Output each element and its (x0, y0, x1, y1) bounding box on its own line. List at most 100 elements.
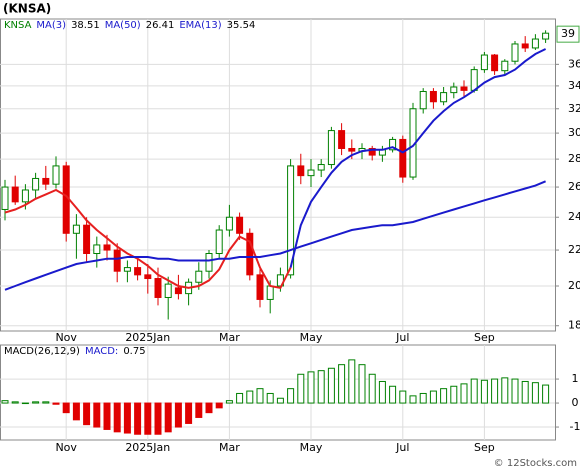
macd-bar (480, 379, 488, 404)
macd-bar (42, 401, 50, 404)
macd-bar (21, 402, 29, 405)
y-tick-label: 30 (568, 126, 580, 139)
macd-bar (501, 377, 509, 404)
y-tick-label: 26 (568, 180, 580, 193)
candle-body (225, 216, 233, 231)
candle-body (501, 60, 509, 72)
x-tick-label: Mar (219, 331, 240, 344)
macd-bar (368, 373, 376, 404)
candle-body (256, 274, 264, 300)
legend-text: MACD(26,12,9) (4, 346, 80, 357)
macd-bar (358, 364, 366, 404)
y-tick-label: 0 (572, 396, 579, 409)
y-tick-label: 18 (568, 319, 580, 332)
macd-bar (338, 364, 346, 404)
macd-bar (389, 385, 397, 404)
candle-body (103, 244, 111, 251)
candle-body (429, 90, 437, 103)
chart-title: (KNSA) (3, 2, 51, 16)
candle-body (195, 270, 203, 283)
candle-body (368, 147, 376, 156)
candle-body (72, 224, 80, 234)
candle-body (307, 169, 315, 177)
y-tick-label: 28 (568, 152, 580, 165)
candle-body (134, 267, 142, 276)
last-price-box (556, 25, 580, 43)
candle-body (93, 244, 101, 254)
candle-body (531, 38, 539, 49)
macd-bar (236, 392, 244, 404)
macd-bar (185, 402, 193, 424)
candle-body (389, 138, 397, 151)
last-price-label: 39 (561, 27, 575, 40)
y-tick-label: 20 (568, 279, 580, 292)
macd-bar (123, 402, 131, 434)
candle-body (205, 252, 213, 272)
candle-body (480, 54, 488, 71)
candle-body (236, 216, 244, 234)
macd-bar (246, 390, 254, 404)
candle-body (542, 32, 550, 40)
candle-body (327, 130, 335, 166)
ma-line (4, 188, 292, 290)
macd-bar (348, 359, 356, 404)
macd-bar (52, 402, 60, 405)
macd-bar (542, 384, 550, 404)
macd-bar (531, 382, 539, 404)
candle-body (287, 165, 295, 276)
macd-bar (317, 370, 325, 404)
legend-text: EMA(13) (179, 20, 221, 31)
macd-bar (460, 383, 468, 404)
legend-text: MA(3) (36, 20, 66, 31)
macd-bar (429, 390, 437, 404)
macd-bar (103, 402, 111, 430)
candle-body (511, 43, 519, 62)
candle-body (144, 274, 152, 280)
legend-text: 38.51 (71, 20, 100, 31)
y-tick-label: -1 (570, 420, 580, 433)
candle-body (123, 267, 131, 272)
candle-body (470, 69, 478, 91)
macd-bar (72, 402, 80, 421)
macd-bar (225, 400, 233, 404)
macd-bar (266, 392, 274, 404)
macd-bar (144, 402, 152, 435)
candle-body (42, 177, 50, 185)
candle-body (21, 189, 29, 203)
candle-body (450, 86, 458, 94)
macd-bar (399, 390, 407, 404)
macd-bar (440, 388, 448, 404)
macd-bar (215, 402, 223, 409)
macd-bar (276, 397, 284, 404)
candle-body (521, 43, 529, 49)
macd-bar (470, 378, 478, 404)
macd-bar (134, 402, 142, 435)
candle-body (419, 90, 427, 110)
candle-body (83, 224, 91, 254)
candle-body (215, 229, 223, 254)
macd-bar (93, 402, 101, 428)
x-tick-label: Sep (474, 331, 495, 344)
macd-bar (409, 395, 417, 404)
candle-body (266, 285, 274, 300)
watermark: © 12Stocks.com (494, 458, 577, 469)
legend-text: 26.41 (146, 20, 175, 31)
candle-body (491, 54, 499, 72)
candle-body (32, 177, 40, 191)
candle-body (338, 130, 346, 149)
macd-bar (521, 380, 529, 404)
y-tick-label: 34 (568, 79, 580, 92)
x-tick-label: Jul (395, 331, 409, 344)
candle-body (11, 186, 19, 203)
macd-bar (154, 402, 162, 435)
x-tick-label: 2025Jan (125, 331, 170, 344)
y-tick-label: 36 (568, 57, 580, 70)
candle-body (154, 278, 162, 298)
candle-body (297, 165, 305, 177)
x-tick-label: Nov (55, 331, 77, 344)
candle-body (1, 186, 9, 210)
macd-bar (419, 392, 427, 404)
candle-body (164, 283, 172, 298)
x-tick-label: Mar (219, 441, 240, 454)
macd-bar (307, 371, 315, 404)
